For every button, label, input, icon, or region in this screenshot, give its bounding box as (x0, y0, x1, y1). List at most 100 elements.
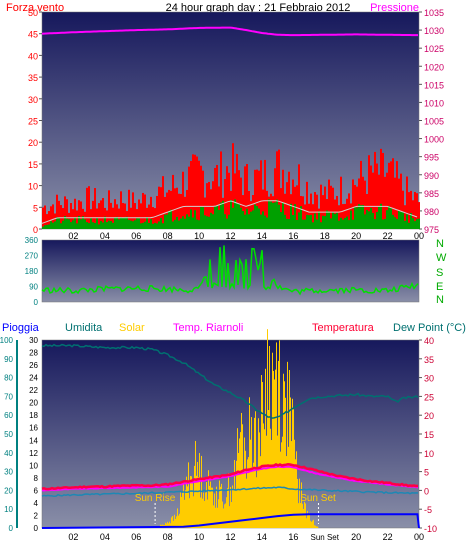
wind-avg-bar (406, 214, 408, 229)
wind-avg-bar (270, 201, 272, 229)
humidity-tick-label: 80 (4, 374, 13, 383)
solar-bar (243, 472, 244, 528)
gust-bar (284, 193, 286, 229)
gust-bar (48, 211, 50, 229)
wind-avg-bar (272, 202, 274, 229)
gust-bar (266, 190, 268, 229)
gust-bar (214, 167, 216, 229)
wind-avg-bar (344, 217, 346, 229)
solar-bar (277, 435, 278, 528)
gust-bar (182, 171, 184, 229)
solar-bar (226, 497, 227, 528)
gust-bar (374, 151, 376, 229)
wind-avg-bar (248, 214, 250, 229)
pressure-tick-label: 1030 (424, 26, 444, 36)
wind-avg-bar (308, 215, 310, 229)
wind-avg-bar (374, 219, 376, 229)
wind-x-tick-label: 14 (257, 231, 267, 241)
solar-bar (197, 461, 198, 528)
wind-x-tick-label: 10 (194, 231, 204, 241)
wind-avg-bar (98, 224, 100, 229)
temperature-tick-label: 35 (424, 355, 434, 365)
solar-bar (232, 485, 233, 528)
wind-avg-bar (64, 216, 66, 229)
solar-bar (297, 478, 298, 528)
wind-avg-bar (86, 222, 88, 229)
solar-bar (306, 518, 307, 528)
wind-x-tick-label: 02 (68, 231, 78, 241)
gust-bar (324, 186, 326, 229)
wind-avg-bar (82, 216, 84, 229)
wind-avg-bar (126, 216, 128, 229)
gust-bar (192, 154, 194, 229)
gust-bar (102, 198, 104, 229)
gust-bar (162, 176, 164, 229)
wind-avg-bar (180, 218, 182, 229)
solar-bar (219, 480, 220, 528)
gust-bar (400, 173, 402, 229)
wind-avg-bar (226, 218, 228, 229)
gust-bar (418, 202, 420, 229)
gust-bar (174, 188, 176, 229)
wind-avg-bar (128, 220, 130, 229)
gust-bar (52, 204, 54, 229)
gust-bar (282, 169, 284, 229)
wind-avg-bar (218, 209, 220, 229)
gust-bar (254, 169, 256, 229)
wind-avg-bar (118, 219, 120, 229)
gust-bar (140, 203, 142, 229)
wind-avg-bar (78, 215, 80, 229)
pressure-tick-label: 985 (424, 189, 439, 199)
wind-avg-bar (96, 217, 98, 229)
temp-x-tick-label: 04 (100, 532, 110, 542)
gust-bar (274, 168, 276, 229)
solar-bar (176, 516, 177, 528)
wind-avg-bar (350, 210, 352, 229)
solar-bar (315, 525, 316, 528)
wind-avg-bar (396, 218, 398, 229)
wind-avg-bar (202, 207, 204, 229)
gust-bar (188, 166, 190, 229)
gust-bar (196, 156, 198, 229)
wind-avg-bar (168, 210, 170, 229)
wind-avg-bar (80, 219, 82, 229)
wind-avg-bar (410, 213, 412, 229)
solar-bar (184, 499, 185, 528)
gust-bar (416, 193, 418, 229)
rain-tick-label: 28 (29, 349, 38, 358)
direction-tick-label: 0 (34, 298, 39, 307)
wind-avg-bar (254, 204, 256, 229)
wind-x-tick-label: 06 (131, 231, 141, 241)
gust-bar (204, 197, 206, 229)
wind-avg-bar (238, 203, 240, 229)
gust-bar (94, 188, 96, 229)
wind-avg-bar (44, 225, 46, 229)
wind-avg-bar (372, 212, 374, 229)
solar-bar (192, 480, 193, 528)
wind-tick-label: 10 (28, 182, 38, 192)
wind-avg-bar (200, 206, 202, 229)
solar-bar (193, 496, 194, 528)
solar-bar (317, 526, 318, 528)
gust-bar (256, 169, 258, 229)
solar-bar (188, 462, 189, 528)
solar-bar (217, 507, 218, 528)
wind-avg-bar (362, 205, 364, 229)
temp-x-tick-label: 02 (68, 532, 78, 542)
wind-avg-bar (256, 206, 258, 229)
temp-x-tick-label: 20 (351, 532, 361, 542)
solar-bar (261, 375, 262, 528)
wind-avg-bar (336, 212, 338, 229)
compass-label: E (436, 281, 443, 293)
wind-avg-bar (264, 215, 266, 229)
wind-avg-bar (360, 205, 362, 229)
wind-avg-bar (382, 219, 384, 229)
gust-bar (312, 204, 314, 229)
solar-bar (175, 518, 176, 528)
pressure-tick-label: 1020 (424, 62, 444, 72)
solar-bar (281, 442, 282, 528)
wind-avg-bar (404, 220, 406, 229)
solar-bar (223, 508, 224, 528)
solar-bar (268, 410, 269, 528)
